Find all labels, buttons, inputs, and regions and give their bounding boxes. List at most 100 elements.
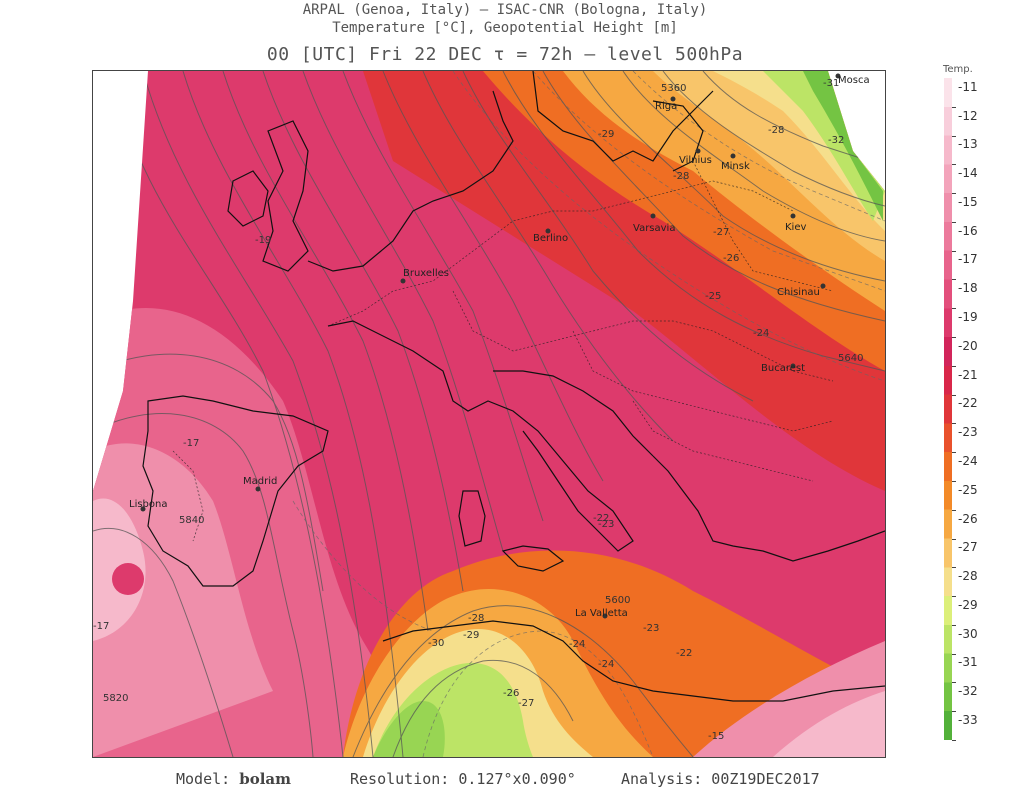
city-dot-varsavia (650, 213, 656, 219)
legend-tick (952, 480, 956, 482)
legend-tick (952, 106, 956, 108)
forecast-map: Lisbona Madrid Bruxelles Berlino Varsavi… (92, 70, 886, 758)
contour-label: -29 (598, 129, 614, 140)
city-dot-minsk (730, 153, 736, 159)
legend-label: -22 (958, 396, 978, 411)
contour-label: -15 (708, 731, 724, 742)
city-label-madrid: Madrid (243, 476, 277, 487)
city-markers: Lisbona Madrid Bruxelles Berlino Varsavi… (129, 73, 870, 619)
contour-label: -23 (598, 519, 614, 530)
legend-label: -21 (958, 367, 978, 382)
legend-label: -29 (958, 597, 978, 612)
contour-label: -25 (705, 291, 721, 302)
city-dot-madrid (255, 486, 261, 492)
legend-tick (952, 452, 956, 454)
legend-label: -31 (958, 655, 978, 670)
legend-tick (952, 624, 956, 626)
legend-label: -16 (958, 223, 978, 238)
legend-label: -14 (958, 166, 978, 181)
legend-label: -30 (958, 626, 978, 641)
city-label-vilnius: Vilnius (679, 155, 712, 166)
contour-label: -23 (643, 623, 659, 634)
analysis-info: Analysis: 00Z19DEC2017 (621, 770, 820, 788)
legend-label: -25 (958, 482, 978, 497)
legend-tick (952, 193, 956, 195)
legend-label: -24 (958, 453, 978, 468)
fields-title: Temperature [°C], Geopotential Height [m… (332, 20, 678, 36)
legend-label: -27 (958, 540, 978, 555)
city-dot-lisbona (140, 506, 146, 512)
city-dot-la-valletta (602, 613, 608, 619)
legend-label: -18 (958, 281, 978, 296)
legend-tick (952, 337, 956, 339)
legend-tick (952, 164, 956, 166)
contour-label: 5600 (605, 595, 630, 606)
legend-label: -26 (958, 511, 978, 526)
contour-label: -27 (713, 227, 729, 238)
contour-label: -28 (468, 613, 484, 624)
legend-label: -28 (958, 569, 978, 584)
legend-tick (952, 509, 956, 511)
run-time-title: 00 [UTC] Fri 22 DEC τ = 72h – level 500h… (266, 44, 744, 65)
contour-label: 5840 (179, 515, 204, 526)
city-label-chisinau: Chisinau (777, 287, 820, 298)
map-svg: Lisbona Madrid Bruxelles Berlino Varsavi… (93, 71, 885, 757)
city-label-lisbona: Lisbona (129, 499, 168, 510)
legend-tick (952, 596, 956, 598)
legend-label: -23 (958, 425, 978, 440)
contour-label: -22 (593, 513, 609, 524)
model-value: bolam (239, 770, 292, 788)
city-dot-riga (670, 96, 676, 102)
legend-label: -33 (958, 713, 978, 727)
legend-tick (952, 250, 956, 252)
contour-label: -31 (823, 78, 839, 89)
legend-tick (952, 711, 956, 713)
city-dot-bruxelles (400, 278, 406, 284)
city-label-kiev: Kiev (785, 222, 806, 233)
legend-label: -19 (958, 310, 978, 325)
contour-labels: -19 -17 -17 5840 5820 -22 -23 -24 -24 -2… (93, 78, 863, 742)
contour-label: 5360 (661, 83, 686, 94)
city-dot-berlino (545, 228, 551, 234)
model-label: Model: (176, 770, 231, 788)
contour-label: -28 (673, 171, 689, 182)
contour-label: -29 (463, 630, 479, 641)
legend-tick (952, 279, 956, 281)
legend-tick (952, 221, 956, 223)
legend-tick (952, 308, 956, 310)
legend-tick (952, 135, 956, 137)
contour-label: -32 (828, 135, 844, 146)
contour-label: -17 (183, 438, 199, 449)
contour-label: -28 (768, 125, 784, 136)
contour-label: -26 (503, 688, 519, 699)
legend-tick (952, 538, 956, 540)
legend-label: -32 (958, 684, 978, 699)
city-label-riga: Riga (655, 101, 677, 112)
legend-title: Temp. (943, 64, 973, 75)
temperature-color-scale (944, 78, 952, 740)
city-label-mosca: Mosca (838, 75, 870, 86)
contour-label: 5640 (838, 353, 863, 364)
city-dot-kiev (790, 213, 796, 219)
legend-tick (952, 365, 956, 367)
model-info: Model: bolam (176, 770, 291, 788)
legend-tick (952, 682, 956, 684)
city-dot-vilnius (695, 148, 701, 154)
geopotential-contours (93, 71, 885, 757)
contour-label: -17 (93, 621, 109, 632)
contour-label: -22 (676, 648, 692, 659)
contour-label: -26 (723, 253, 739, 264)
legend-label: -17 (958, 252, 978, 267)
city-label-minsk: Minsk (721, 161, 750, 172)
coastlines (142, 71, 885, 702)
city-label-varsavia: Varsavia (633, 223, 675, 234)
borders (172, 160, 834, 542)
producer-title: ARPAL (Genoa, Italy) – ISAC-CNR (Bologna… (302, 2, 708, 18)
legend-label: -20 (958, 338, 978, 353)
contour-label: -24 (598, 659, 614, 670)
city-label-bruxelles: Bruxelles (403, 268, 449, 279)
city-dot-bucarest (790, 363, 796, 369)
city-label-bucarest: Bucarest (761, 363, 805, 374)
temperature-contours (292, 71, 885, 757)
legend-tick (952, 394, 956, 396)
